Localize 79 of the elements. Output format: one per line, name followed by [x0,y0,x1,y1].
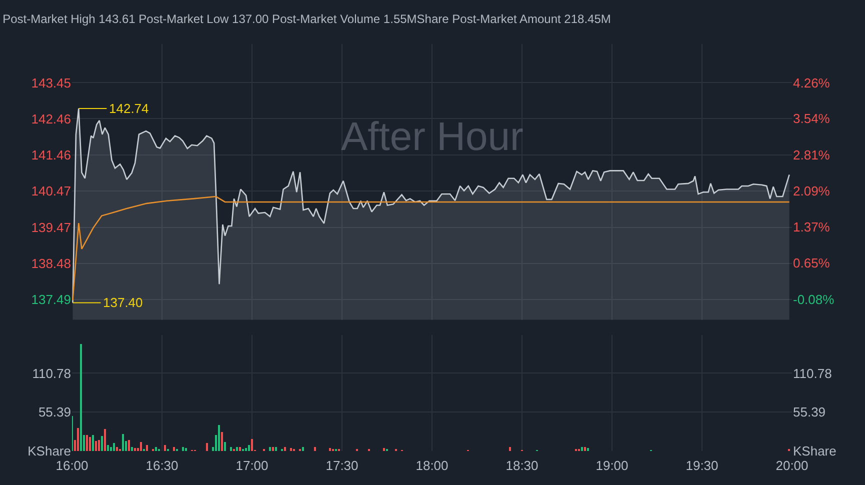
bar [251,439,253,451]
bar [509,447,511,451]
chart-title: Post-Market High 143.61 Post-Market Low 137.00 Post-Market Volume 1.55MShare Post-Market Amount 218.45M [2,12,611,26]
bar [155,447,157,451]
bar [329,448,331,451]
y-tick-label: 138.48 [31,256,71,271]
y-tick-label: 55.39 [38,404,71,420]
bar [122,434,124,451]
y2-tick-label: 2.09% [793,184,830,199]
x-tick-label: 17:30 [326,458,358,473]
x-tick-label: 16:00 [56,458,88,473]
bar [86,435,88,451]
annotation: 137.40 [103,295,143,310]
bar [89,437,91,451]
bar [284,447,286,451]
x-tick-label: 16:30 [146,458,178,473]
bar [107,445,109,451]
bar [128,440,130,451]
x-tick-label: 17:00 [236,458,268,473]
x-tick-label: 20:00 [776,458,808,473]
x-tick-label: 18:00 [416,458,448,473]
y2-tick-label: 2.81% [793,148,830,163]
y2-tick-label: 1.37% [793,220,830,235]
bar [80,344,82,451]
y2-tick-label: 55.39 [793,404,826,420]
bar [314,447,316,451]
bar [221,432,223,451]
bar [584,447,586,451]
bar [248,445,250,451]
y-tick-label: 143.45 [31,75,71,90]
bar [104,429,106,451]
y2-tick-label: -0.08% [793,292,835,307]
y2-tick-label: 4.26% [793,75,830,90]
bar [206,443,208,451]
bar [146,445,148,451]
bar [239,447,241,451]
bar [275,447,277,451]
bar [290,448,292,451]
bar [101,436,103,451]
bar [110,447,112,451]
y-tick-label: 139.47 [31,220,71,235]
bar [134,448,136,451]
bar [98,440,100,451]
bar [236,447,238,451]
bar [140,442,142,451]
bar [182,447,184,451]
bar [131,447,133,451]
bar [224,442,226,451]
y2-tick-label: KShare [793,444,836,459]
bar [77,428,79,451]
bar [230,447,232,451]
bar [218,425,220,451]
bar [164,445,166,451]
y2-tick-label: 0.65% [793,256,830,271]
y-tick-label: KShare [28,444,71,459]
bar [92,435,94,451]
bar [116,447,118,451]
bar [185,448,187,451]
bar [269,447,271,451]
y-tick-label: 140.47 [31,184,71,199]
bar [587,448,589,451]
y2-tick-label: 3.54% [793,111,830,126]
bar [383,448,385,451]
y-tick-label: 141.46 [31,148,71,163]
y-tick-label: 137.49 [31,292,71,307]
bar [173,447,175,451]
x-tick-label: 18:30 [506,458,538,473]
y2-tick-label: 110.78 [793,366,832,381]
x-tick-label: 19:00 [596,458,628,473]
x-tick-label: 19:30 [686,458,718,473]
bar [113,443,115,451]
y-tick-label: 142.46 [31,111,71,126]
y-tick-label: 110.78 [32,366,71,381]
bar [272,447,274,451]
bar [581,447,583,451]
annotation: 142.74 [109,101,149,116]
bar [245,448,247,451]
bar [302,447,304,451]
bar [95,441,97,451]
